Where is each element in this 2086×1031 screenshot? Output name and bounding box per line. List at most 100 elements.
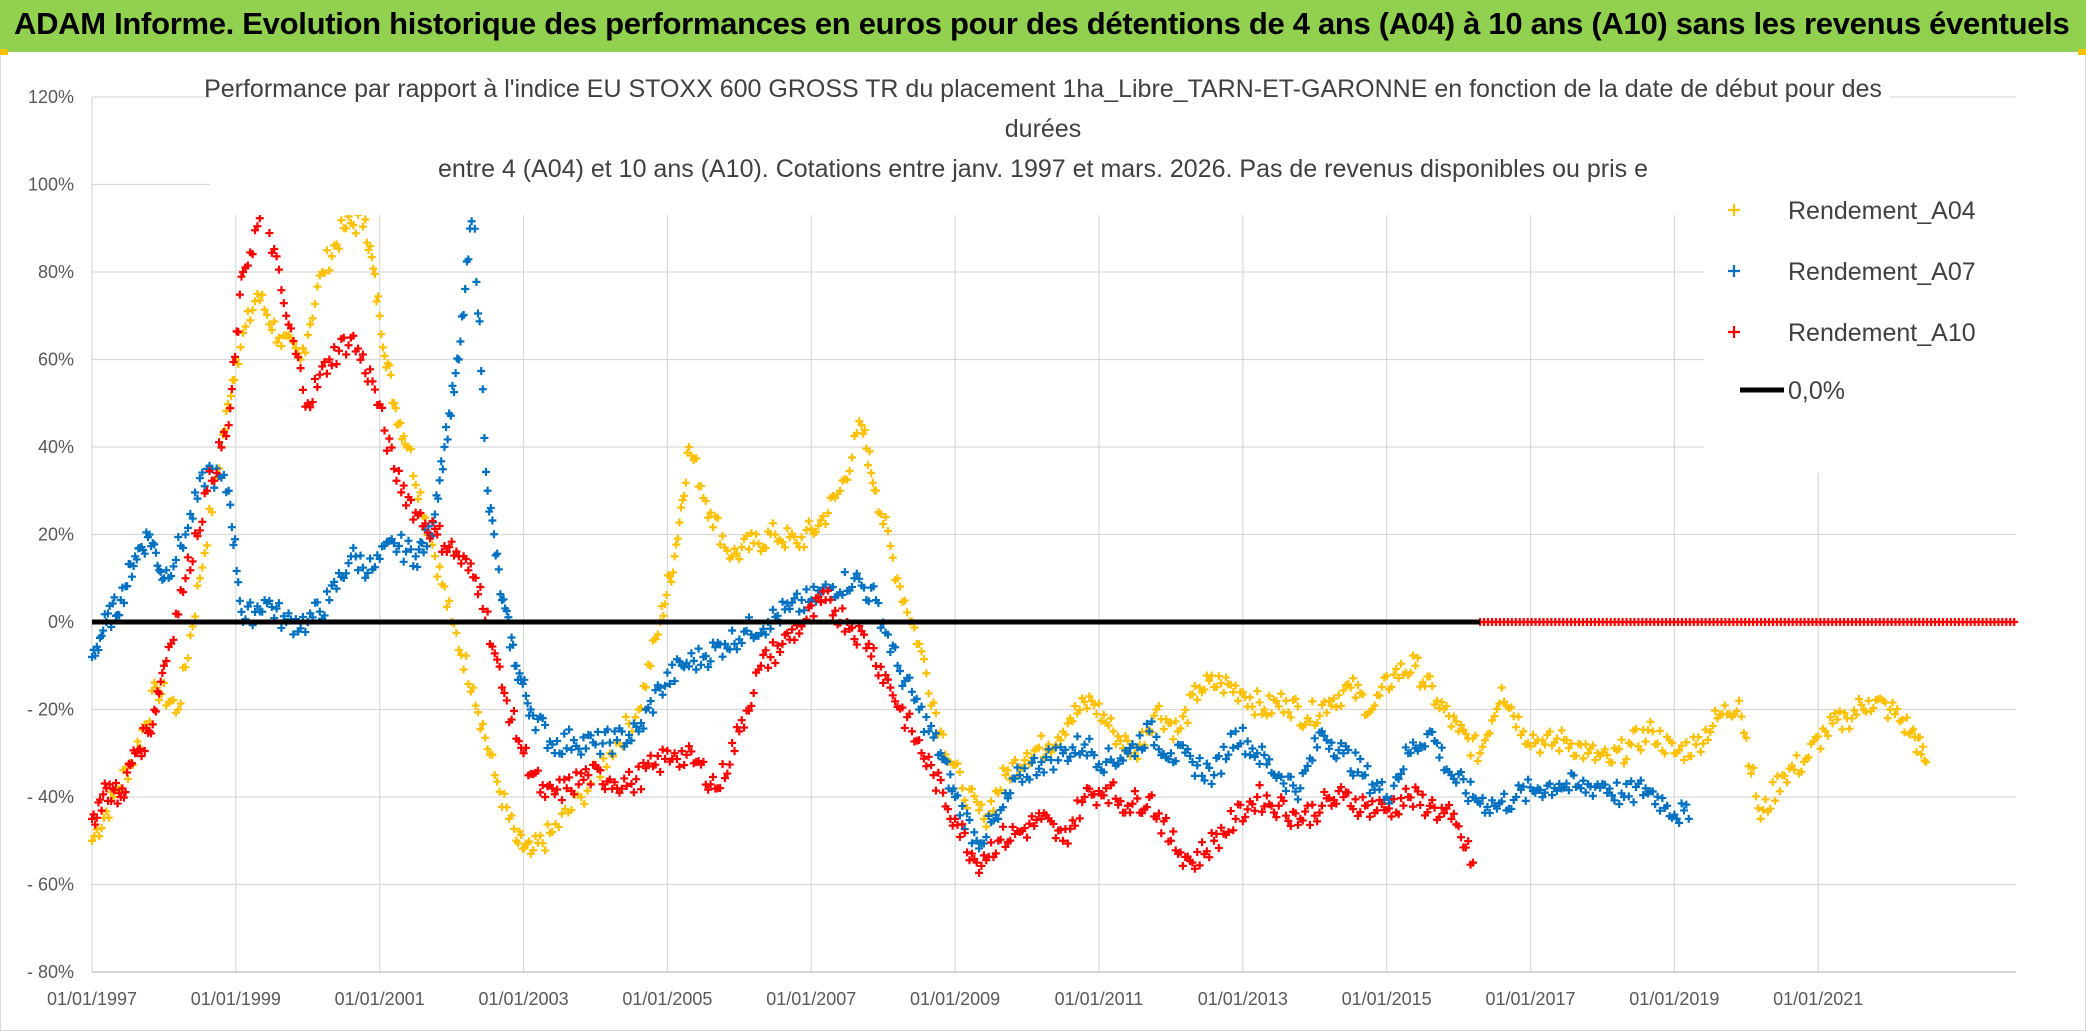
- data-point: [1461, 843, 1470, 852]
- data-point: [565, 725, 574, 734]
- data-point: [1188, 858, 1197, 867]
- data-point: [1624, 792, 1633, 801]
- data-point: [1051, 834, 1060, 843]
- data-point: [696, 481, 705, 490]
- data-point: [1236, 739, 1245, 748]
- data-point: [414, 545, 423, 554]
- data-point: [1308, 756, 1317, 765]
- data-point: [1214, 672, 1223, 681]
- data-point: [761, 630, 770, 639]
- data-point: [701, 496, 710, 505]
- data-point: [538, 714, 547, 723]
- data-point: [171, 555, 180, 564]
- data-point: [1317, 801, 1326, 810]
- data-point: [553, 785, 562, 794]
- data-point: [1066, 752, 1075, 761]
- data-point: [437, 457, 446, 466]
- data-point: [210, 483, 219, 492]
- legend-label: Rendement_A07: [1788, 258, 1976, 286]
- data-point: [1293, 820, 1302, 829]
- data-point: [212, 468, 221, 477]
- data-point: [816, 598, 825, 607]
- data-point: [1720, 701, 1729, 710]
- data-point: [129, 562, 138, 571]
- data-point: [270, 245, 279, 254]
- data-point: [1056, 736, 1065, 745]
- data-point: [1344, 746, 1353, 755]
- data-point: [380, 426, 389, 435]
- data-point: [282, 311, 291, 320]
- data-point: [471, 701, 480, 710]
- data-point: [1250, 806, 1259, 815]
- data-point: [370, 563, 379, 572]
- data-point: [253, 222, 262, 231]
- data-point: [1164, 755, 1173, 764]
- data-point: [1428, 795, 1437, 804]
- data-point: [999, 822, 1008, 831]
- data-point: [653, 630, 662, 639]
- data-point: [509, 640, 518, 649]
- data-point: [809, 582, 818, 591]
- data-point: [1600, 745, 1609, 754]
- data-point: [728, 626, 737, 635]
- data-point: [977, 861, 986, 870]
- data-point: [672, 540, 681, 549]
- data-point: [1675, 746, 1684, 755]
- data-point: [622, 781, 631, 790]
- data-point: [497, 683, 506, 692]
- data-point: [1622, 779, 1631, 788]
- data-point: [1207, 671, 1216, 680]
- data-point: [924, 689, 933, 698]
- data-point: [917, 647, 926, 656]
- data-point: [243, 602, 252, 611]
- data-point: [108, 599, 117, 608]
- data-point: [963, 809, 972, 818]
- data-point: [1313, 743, 1322, 752]
- data-point: [229, 358, 238, 367]
- data-point: [1620, 759, 1629, 768]
- data-point: [210, 476, 219, 485]
- data-point: [1667, 738, 1676, 747]
- data-point: [1097, 716, 1106, 725]
- data-point: [924, 727, 933, 736]
- data-point: [1368, 797, 1377, 806]
- data-point: [404, 536, 413, 545]
- data-point: [462, 651, 471, 660]
- data-point: [462, 554, 471, 563]
- data-point: [708, 523, 717, 532]
- data-point: [88, 836, 96, 845]
- data-point: [397, 488, 406, 497]
- data-point: [728, 738, 737, 747]
- data-point: [1560, 783, 1569, 792]
- data-point: [354, 566, 363, 575]
- data-point: [982, 822, 991, 831]
- data-point: [970, 828, 979, 837]
- data-point: [586, 731, 595, 740]
- data-point: [1351, 693, 1360, 702]
- data-point: [898, 703, 907, 712]
- data-point: [922, 669, 931, 678]
- data-point: [1025, 819, 1034, 828]
- data-point: [115, 611, 124, 620]
- data-point: [478, 385, 487, 394]
- data-point: [876, 623, 885, 632]
- data-point: [179, 543, 188, 552]
- data-point: [1816, 744, 1825, 753]
- data-point: [483, 745, 492, 754]
- data-point: [868, 478, 877, 487]
- data-point: [399, 481, 408, 490]
- data-point: [275, 265, 284, 274]
- data-point: [224, 421, 233, 430]
- data-point: [1670, 810, 1679, 819]
- data-point: [1344, 788, 1353, 797]
- data-point: [1274, 801, 1283, 810]
- data-point: [1260, 751, 1269, 760]
- data-point: [1020, 764, 1029, 773]
- data-point: [1648, 787, 1657, 796]
- data-point: [313, 282, 322, 291]
- data-point: [1804, 753, 1813, 762]
- data-point: [1459, 775, 1468, 784]
- data-point: [2010, 618, 2019, 626]
- data-point: [183, 553, 192, 562]
- x-tick-label: 01/01/2021: [1773, 989, 1863, 1009]
